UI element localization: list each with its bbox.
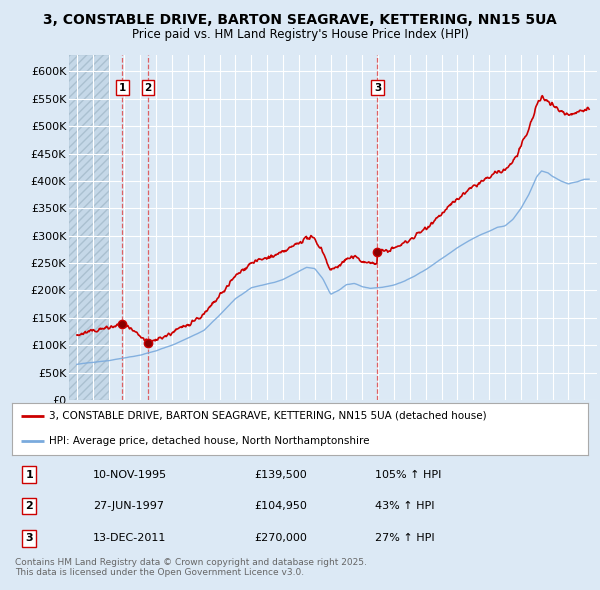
Text: 2: 2	[145, 83, 152, 93]
Text: 3: 3	[374, 83, 381, 93]
Bar	[69, 55, 109, 400]
Text: Price paid vs. HM Land Registry's House Price Index (HPI): Price paid vs. HM Land Registry's House …	[131, 28, 469, 41]
Text: Contains HM Land Registry data © Crown copyright and database right 2025.
This d: Contains HM Land Registry data © Crown c…	[15, 558, 367, 578]
Text: HPI: Average price, detached house, North Northamptonshire: HPI: Average price, detached house, Nort…	[49, 436, 370, 446]
Text: 3, CONSTABLE DRIVE, BARTON SEAGRAVE, KETTERING, NN15 5UA: 3, CONSTABLE DRIVE, BARTON SEAGRAVE, KET…	[43, 13, 557, 27]
Text: 27-JUN-1997: 27-JUN-1997	[92, 501, 164, 511]
Text: 43% ↑ HPI: 43% ↑ HPI	[375, 501, 434, 511]
Text: 27% ↑ HPI: 27% ↑ HPI	[375, 533, 434, 543]
Text: 1: 1	[119, 83, 126, 93]
Text: 3, CONSTABLE DRIVE, BARTON SEAGRAVE, KETTERING, NN15 5UA (detached house): 3, CONSTABLE DRIVE, BARTON SEAGRAVE, KET…	[49, 411, 487, 421]
Text: 10-NOV-1995: 10-NOV-1995	[92, 470, 167, 480]
Text: £270,000: £270,000	[254, 533, 307, 543]
Text: £104,950: £104,950	[254, 501, 307, 511]
Text: 3: 3	[25, 533, 33, 543]
Text: 2: 2	[25, 501, 33, 511]
Text: £139,500: £139,500	[254, 470, 307, 480]
Text: 13-DEC-2011: 13-DEC-2011	[92, 533, 166, 543]
Bar	[69, 55, 109, 400]
Text: 1: 1	[25, 470, 33, 480]
Text: 105% ↑ HPI: 105% ↑ HPI	[375, 470, 441, 480]
